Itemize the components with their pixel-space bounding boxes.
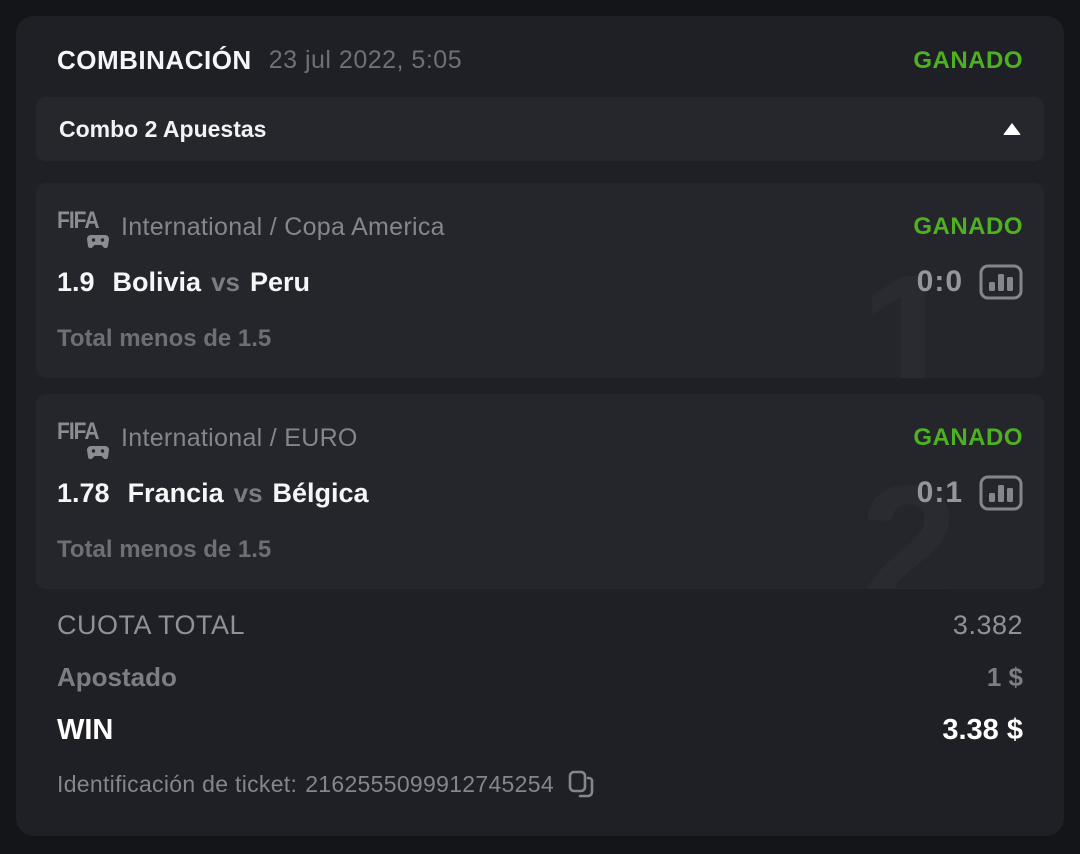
home-team: Bolivia: [112, 266, 202, 297]
vs-label: vs: [233, 477, 263, 508]
market-label: Total menos de 1.5: [57, 325, 272, 352]
slip-header: COMBINACIÓN 23 jul 2022, 5:05 GANADO: [36, 16, 1044, 97]
fifa-esports-icon: FIFA: [57, 207, 109, 249]
bet-2-match-row: 1.78 Francia vs Bélgica 0:1: [57, 472, 1023, 514]
bet-2-top-row: FIFA International / EURO GANADO: [57, 418, 1023, 460]
win-label: WIN: [57, 713, 114, 746]
slip-status-badge: GANADO: [913, 46, 1023, 74]
slip-type-title: COMBINACIÓN: [57, 45, 252, 75]
odds-value: 1.78: [57, 477, 110, 508]
score-value: 0:1: [916, 476, 963, 509]
combo-toggle-row[interactable]: Combo 2 Apuestas: [36, 97, 1044, 161]
total-odds-value: 3.382: [952, 609, 1023, 640]
fifa-icon-label: FIFA: [57, 418, 99, 445]
copy-icon: [568, 770, 594, 798]
vs-label: vs: [211, 266, 240, 297]
bet-number-watermark: 2: [860, 450, 958, 589]
gamepad-icon: [87, 446, 109, 460]
ticket-id-value: 2162555099912745254: [305, 770, 554, 797]
chevron-up-icon[interactable]: [1003, 123, 1021, 135]
home-team: Francia: [127, 477, 224, 508]
ticket-id-label: Identificación de ticket:: [57, 770, 298, 797]
odds-value: 1.9: [57, 266, 95, 297]
bet-card-1: 1 FIFA International / Copa America GANA…: [36, 183, 1044, 378]
bet-slip-card: COMBINACIÓN 23 jul 2022, 5:05 GANADO Com…: [16, 16, 1064, 836]
bet-card-2: 2 FIFA International / EURO GANADO 1.78 …: [36, 394, 1044, 589]
slip-date: 23 jul 2022, 5:05: [268, 46, 463, 74]
win-row: WIN 3.38 $: [36, 709, 1044, 751]
score-value: 0:0: [916, 265, 963, 298]
fifa-esports-icon: FIFA: [57, 418, 109, 460]
away-team: Peru: [250, 266, 311, 297]
stake-label: Apostado: [57, 661, 177, 692]
bet-1-top-row: FIFA International / Copa America GANADO: [57, 207, 1023, 249]
bet-1-match-row: 1.9 Bolivia vs Peru 0:0: [57, 261, 1023, 303]
bar-chart-icon[interactable]: [979, 475, 1023, 511]
ticket-id-row: Identificación de ticket: 21625550999127…: [36, 764, 1044, 804]
stake-row: Apostado 1 $: [36, 657, 1044, 697]
total-odds-label: CUOTA TOTAL: [57, 609, 246, 640]
league-label: International / EURO: [121, 423, 358, 452]
market-label: Total menos de 1.5: [57, 536, 272, 563]
total-odds-row: CUOTA TOTAL 3.382: [36, 605, 1044, 645]
bet-number-watermark: 1: [860, 239, 958, 378]
win-value: 3.38 $: [942, 713, 1023, 746]
gamepad-icon: [87, 235, 109, 249]
combo-label: Combo 2 Apuestas: [59, 115, 267, 142]
stake-value: 1 $: [986, 661, 1023, 692]
fifa-icon-label: FIFA: [57, 207, 99, 234]
score-area: 0:1: [917, 475, 1023, 511]
away-team: Bélgica: [272, 477, 369, 508]
copy-ticket-id-button[interactable]: [568, 770, 594, 798]
bet-status-badge: GANADO: [913, 424, 1023, 451]
league-label: International / Copa America: [121, 212, 445, 241]
score-area: 0:0: [917, 264, 1023, 300]
bar-chart-icon[interactable]: [979, 264, 1023, 300]
bet-status-badge: GANADO: [913, 213, 1023, 240]
